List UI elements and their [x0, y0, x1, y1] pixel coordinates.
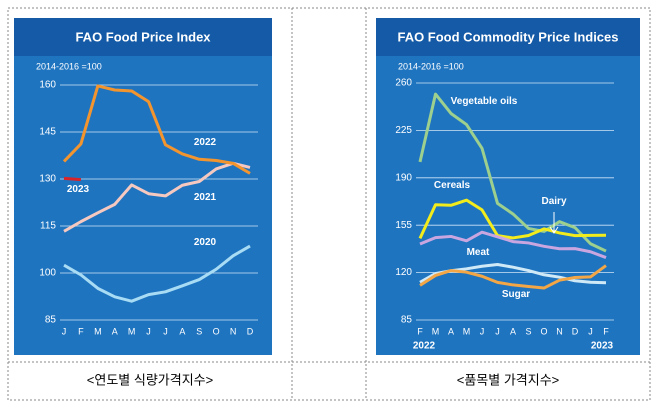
x-tick-label: J: [163, 326, 168, 336]
y-tick-label: 160: [39, 80, 56, 91]
chart-panel: [376, 18, 640, 355]
series-label-text: 2023: [66, 184, 90, 195]
x-tick-label: S: [525, 326, 531, 336]
y-tick-label: 100: [39, 268, 56, 279]
x-tick-label: J: [62, 326, 67, 336]
x-tick-label: S: [196, 326, 202, 336]
x-tick-label: A: [179, 326, 185, 336]
subtitle: 2014-2016 =100: [398, 61, 464, 71]
series-line: [63, 244, 251, 303]
x-tick-label: O: [213, 326, 220, 336]
x-tick-label: A: [112, 326, 118, 336]
x-tick-label: N: [230, 326, 237, 336]
x-tick-label: J: [146, 326, 151, 336]
y-tick-label: 130: [39, 174, 56, 185]
x-tick-label: F: [417, 326, 423, 336]
series-line: [419, 264, 607, 290]
y-tick-label: 145: [39, 127, 56, 138]
x-tick-label: N: [556, 326, 563, 336]
x-tick-label: F: [603, 326, 609, 336]
series-label: 2021: [193, 192, 217, 203]
x-tick-label: M: [94, 326, 102, 336]
x-tick-label: A: [510, 326, 516, 336]
x-tick-label: J: [480, 326, 485, 336]
y-tick-label: 225: [395, 125, 412, 136]
caption: <연도별 식량가격지수>: [87, 372, 213, 387]
series-line: [419, 230, 607, 259]
series-label: 2020: [193, 237, 217, 248]
chart-title: FAO Food Commodity Price Indices: [397, 29, 618, 44]
y-tick-label: 260: [395, 78, 412, 89]
series-label-text: Vegetable oils: [450, 96, 518, 107]
x-tick-label: O: [540, 326, 547, 336]
series-label: Cereals: [433, 180, 471, 191]
title-bar: [14, 18, 272, 56]
y-tick-label: 85: [401, 315, 413, 326]
series-label-text: Cereals: [433, 180, 471, 191]
x-tick-label: M: [128, 326, 136, 336]
series-label: 2023: [66, 184, 90, 195]
series-label: Vegetable oils: [450, 96, 518, 107]
series-line: [418, 198, 607, 240]
series-label-text: 2021: [193, 192, 217, 203]
y-tick-label: 115: [40, 221, 56, 232]
subtitle: 2014-2016 =100: [36, 61, 102, 71]
x-tick-label: A: [448, 326, 454, 336]
series-label: Meat: [466, 247, 490, 258]
series-label-text: 2022: [193, 137, 217, 148]
x-tick-label: D: [572, 326, 579, 336]
annotation-arrow: [549, 212, 559, 234]
caption: <품목별 가격지수>: [457, 372, 560, 387]
series-line: [418, 92, 607, 253]
series-line: [63, 176, 82, 182]
chart-panel: [14, 18, 272, 355]
series-label: Sugar: [501, 289, 531, 300]
x-tick-label: M: [432, 326, 440, 336]
series-label-text: 2020: [193, 237, 217, 248]
x-tick-label: J: [588, 326, 593, 336]
series-label: 2022: [193, 137, 217, 148]
year-label: 2022: [413, 341, 436, 352]
x-tick-label: M: [463, 326, 471, 336]
table-border: [7, 7, 651, 401]
series-label-text: Dairy: [541, 196, 567, 207]
y-tick-label: 155: [395, 220, 412, 231]
series-label: Dairy: [541, 196, 567, 207]
x-tick-label: F: [78, 326, 84, 336]
x-tick-label: J: [495, 326, 500, 336]
series-line: [63, 161, 251, 233]
chart-title: FAO Food Price Index: [75, 29, 211, 44]
series-line: [62, 84, 251, 175]
y-tick-label: 85: [45, 315, 57, 326]
year-label: 2023: [591, 341, 614, 352]
series-label-text: Sugar: [501, 289, 531, 300]
y-tick-label: 190: [395, 172, 412, 183]
title-bar: [376, 18, 640, 56]
x-tick-label: D: [247, 326, 254, 336]
series-label-text: Meat: [466, 247, 490, 258]
y-tick-label: 120: [395, 267, 412, 278]
